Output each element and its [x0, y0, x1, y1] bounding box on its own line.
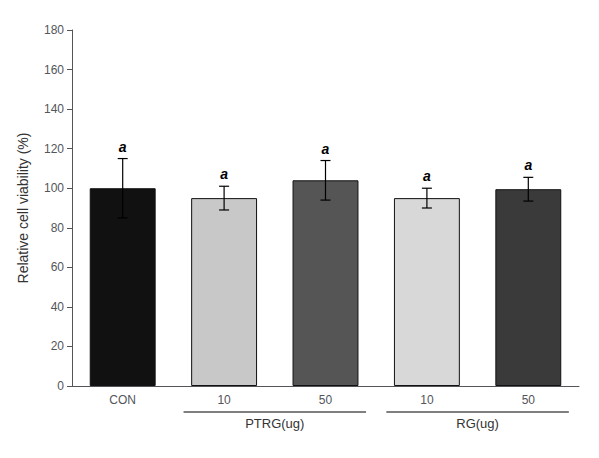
- svg-text:PTRG(ug): PTRG(ug): [245, 416, 304, 431]
- svg-text:Relative cell viability (%): Relative cell viability (%): [15, 133, 31, 284]
- svg-text:140: 140: [44, 102, 64, 116]
- svg-text:a: a: [220, 166, 228, 182]
- svg-text:10: 10: [420, 393, 434, 407]
- svg-text:80: 80: [51, 221, 65, 235]
- svg-text:100: 100: [44, 181, 64, 195]
- svg-text:50: 50: [522, 393, 536, 407]
- svg-text:CON: CON: [109, 393, 136, 407]
- svg-text:20: 20: [51, 339, 65, 353]
- svg-text:a: a: [119, 139, 127, 155]
- svg-text:a: a: [524, 157, 532, 173]
- svg-text:120: 120: [44, 142, 64, 156]
- svg-text:50: 50: [319, 393, 333, 407]
- svg-text:160: 160: [44, 63, 64, 77]
- svg-text:a: a: [423, 168, 431, 184]
- svg-text:a: a: [322, 141, 330, 157]
- svg-text:0: 0: [57, 379, 64, 393]
- svg-text:10: 10: [217, 393, 231, 407]
- svg-text:40: 40: [51, 300, 65, 314]
- svg-text:60: 60: [51, 260, 65, 274]
- svg-text:RG(ug): RG(ug): [456, 416, 499, 431]
- svg-text:180: 180: [44, 23, 64, 37]
